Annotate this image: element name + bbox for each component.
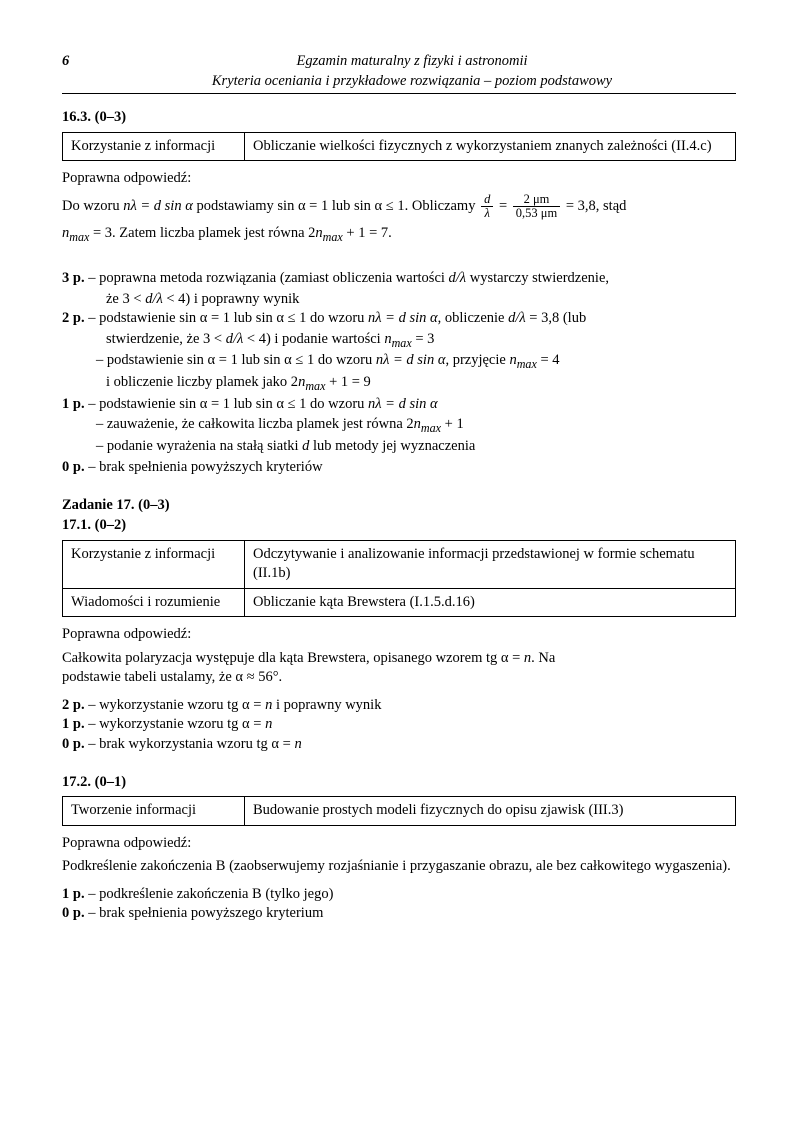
scoring-2p-l2: stwierdzenie, że 3 < d/λ < 4) i podanie … — [62, 330, 736, 351]
fraction-numeric: 2 μm0,53 μm — [513, 193, 560, 220]
answer-17-2-text: Podkreślenie zakończenia B (zaobserwujem… — [62, 857, 736, 877]
scoring-2p-l3: – podstawienie sin α = 1 lub sin α ≤ 1 d… — [62, 351, 736, 372]
scoring-17-1-1p: 1 p. – wykorzystanie wzoru tg α = n — [62, 715, 736, 735]
scoring-17-2-1p: 1 p. – podkreślenie zakończenia B (tylko… — [62, 885, 736, 905]
answer-label-17-2: Poprawna odpowiedź: — [62, 834, 736, 854]
header-title-1: Egzamin maturalny z fizyki i astronomii — [296, 53, 527, 69]
scoring-1p-l1: 1 p. – podstawienie sin α = 1 lub sin α … — [62, 395, 736, 415]
criteria-left: Tworzenie informacji — [63, 797, 245, 826]
answer-label-17-1: Poprawna odpowiedź: — [62, 625, 736, 645]
scoring-2p-l1: 2 p. – podstawienie sin α = 1 lub sin α … — [62, 309, 736, 329]
heading-16-3: 16.3. (0–3) — [62, 108, 736, 128]
header-divider — [62, 93, 736, 94]
criteria-table-17-1: Korzystanie z informacji Odczytywanie i … — [62, 540, 736, 618]
scoring-0p: 0 p. – brak spełnienia powyższych kryter… — [62, 458, 736, 478]
criteria-left: Korzystanie z informacji — [63, 132, 245, 161]
heading-17-2: 17.2. (0–1) — [62, 773, 736, 793]
fraction-d-lambda: dλ — [481, 193, 493, 220]
criteria-left: Wiadomości i rozumienie — [63, 588, 245, 617]
scoring-17-2-0p: 0 p. – brak spełnienia powyższego kryter… — [62, 904, 736, 924]
scoring-17-1-0p: 0 p. – brak wykorzystania wzoru tg α = n — [62, 735, 736, 755]
criteria-table-17-2: Tworzenie informacji Budowanie prostych … — [62, 796, 736, 826]
answer-line1-16-3: Do wzoru nλ = d sin α podstawiamy sin α … — [62, 193, 736, 220]
scoring-3p-l2: że 3 < d/λ < 4) i poprawny wynik — [62, 290, 736, 310]
answer-17-1-l1: Całkowita polaryzacja występuje dla kąta… — [62, 649, 736, 669]
criteria-right: Budowanie prostych modeli fizycznych do … — [245, 797, 736, 826]
header-titles: Egzamin maturalny z fizyki i astronomii … — [88, 52, 736, 91]
page-header: 6 Egzamin maturalny z fizyki i astronomi… — [62, 52, 736, 91]
scoring-3p-l1: 3 p. – poprawna metoda rozwiązania (zami… — [62, 269, 736, 289]
criteria-right: Obliczanie wielkości fizycznych z wykorz… — [245, 132, 736, 161]
scoring-1p-l2: – zauważenie, że całkowita liczba plamek… — [62, 415, 736, 436]
criteria-left: Korzystanie z informacji — [63, 540, 245, 588]
answer-label-16-3: Poprawna odpowiedź: — [62, 169, 736, 189]
criteria-right: Odczytywanie i analizowanie informacji p… — [245, 540, 736, 588]
header-title-2: Kryteria oceniania i przykładowe rozwiąz… — [88, 72, 736, 92]
scoring-2p-l4: i obliczenie liczby plamek jako 2nmax + … — [62, 373, 736, 394]
criteria-right: Obliczanie kąta Brewstera (I.1.5.d.16) — [245, 588, 736, 617]
heading-17-1: 17.1. (0–2) — [62, 516, 736, 536]
criteria-table-16-3: Korzystanie z informacji Obliczanie wiel… — [62, 132, 736, 162]
answer-line2-16-3: nmax = 3. Zatem liczba plamek jest równa… — [62, 224, 736, 245]
heading-z17: Zadanie 17. (0–3) — [62, 496, 736, 516]
answer-17-1-l2: podstawie tabeli ustalamy, że α ≈ 56°. — [62, 668, 736, 688]
page-number: 6 — [62, 52, 88, 72]
scoring-17-1-2p: 2 p. – wykorzystanie wzoru tg α = n i po… — [62, 696, 736, 716]
scoring-1p-l3: – podanie wyrażenia na stałą siatki d lu… — [62, 437, 736, 457]
